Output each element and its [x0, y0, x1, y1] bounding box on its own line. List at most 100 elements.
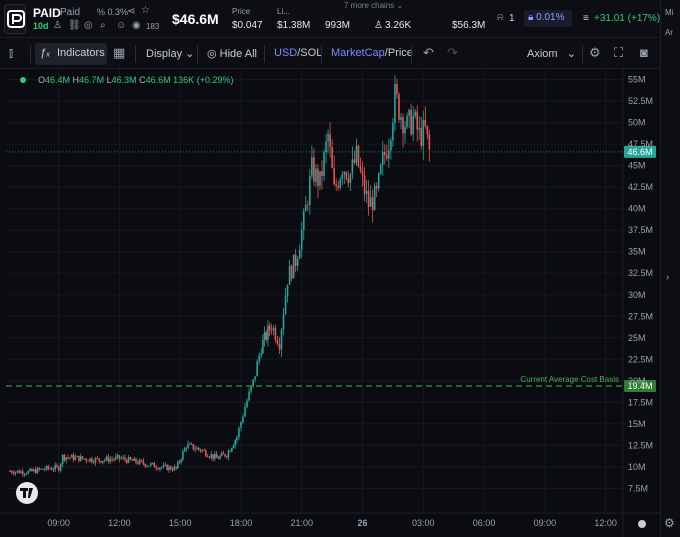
- candle-body: [222, 453, 225, 455]
- camera-icon[interactable]: ◙: [640, 45, 648, 60]
- open-label: O: [38, 75, 46, 85]
- candle-type-icon[interactable]: ⫾: [9, 45, 14, 60]
- candle-body: [29, 468, 31, 472]
- candle-body: [424, 120, 427, 127]
- candle-body: [262, 339, 264, 354]
- pnl-value: +31.01 (+17%): [594, 13, 661, 24]
- candle-body: [296, 258, 299, 266]
- candle-body: [246, 400, 248, 408]
- candle-body: [199, 449, 202, 452]
- axiom-dropdown[interactable]: Axiom ⌄: [527, 48, 576, 60]
- candle-body: [57, 466, 60, 471]
- marketcap-option[interactable]: MarketCap: [331, 47, 385, 59]
- candle-body: [146, 465, 148, 467]
- candle-body: [258, 355, 260, 362]
- x-tick-label: 18:00: [230, 518, 253, 528]
- share-icon[interactable]: ⋖: [127, 6, 136, 17]
- current-price-label: 46.6M: [627, 147, 652, 157]
- candle-body: [177, 461, 179, 469]
- candle-body: [345, 172, 348, 179]
- redo-icon[interactable]: ↷: [447, 45, 458, 60]
- eye-icon[interactable]: ◉: [132, 20, 141, 31]
- indicators-button[interactable]: [35, 43, 107, 65]
- candle-body: [89, 458, 91, 462]
- token-name: PAID: [33, 6, 61, 20]
- divider: [30, 45, 31, 63]
- candle-body: [294, 254, 297, 266]
- fee-pill[interactable]: 🔒︎ 0.01%: [524, 10, 572, 27]
- candle-body: [166, 464, 168, 471]
- candle-body: [83, 458, 86, 460]
- candle-body: [319, 171, 321, 187]
- globe-icon[interactable]: ◎: [84, 20, 93, 31]
- layout-grid-icon[interactable]: ▦: [113, 45, 126, 60]
- sol-option[interactable]: SOL: [300, 47, 323, 59]
- candle-body: [109, 459, 112, 462]
- divider: [264, 45, 265, 63]
- candle-body: [102, 460, 104, 463]
- more-chains-dropdown[interactable]: 7 more chains ⌄: [340, 0, 408, 11]
- search-icon[interactable]: ⌕: [100, 20, 106, 31]
- candle-body: [325, 141, 327, 153]
- candle-body: [268, 325, 271, 330]
- candle-body: [242, 416, 244, 423]
- candle-body: [34, 469, 37, 474]
- settings-gear-icon[interactable]: ⚙: [664, 516, 675, 530]
- candle-body: [12, 472, 15, 474]
- fullscreen-icon[interactable]: ⛶: [614, 45, 624, 60]
- display-label: Display: [146, 48, 183, 60]
- candle-body: [125, 459, 128, 463]
- candle-body: [105, 456, 108, 460]
- avg-cost-tag: [624, 379, 656, 392]
- y-tick-label: 40M: [628, 204, 646, 214]
- candle-body: [375, 185, 378, 189]
- candle-body: [406, 115, 408, 127]
- candle-body: [416, 111, 419, 130]
- y-tick-label: 15M: [628, 419, 646, 429]
- candle-body: [236, 437, 238, 441]
- undo-icon[interactable]: ↶: [423, 45, 434, 60]
- currency-toggle[interactable]: USD/SOL: [274, 47, 323, 59]
- candle-body: [353, 159, 356, 163]
- close-value: 46.6M: [145, 75, 171, 85]
- y-tick-label: 17.5M: [628, 397, 653, 407]
- candle-body: [27, 471, 30, 474]
- candle-body: [343, 172, 346, 175]
- candle-body: [357, 145, 360, 167]
- candle-body: [187, 443, 189, 449]
- candle-body: [157, 468, 159, 470]
- candle-body: [278, 343, 281, 350]
- hide-all-button[interactable]: ◎ Hide All: [207, 47, 257, 60]
- candle-body: [272, 327, 275, 331]
- candle-body: [182, 451, 184, 460]
- candle-body: [153, 462, 156, 468]
- candle-body: [45, 465, 48, 470]
- candle-body: [87, 460, 89, 462]
- collapse-chevron-icon[interactable]: ›: [666, 272, 670, 283]
- display-dropdown[interactable]: Display ⌄: [146, 48, 195, 60]
- candle-body: [217, 457, 220, 459]
- candle-body: [124, 457, 126, 460]
- indicators-label[interactable]: Indicators: [57, 47, 105, 59]
- usd-option[interactable]: USD: [274, 47, 298, 59]
- divider: [135, 45, 136, 63]
- user-icon[interactable]: ♙: [53, 20, 62, 31]
- link-icon[interactable]: ⛓: [68, 20, 81, 31]
- legend-status-dot: [20, 77, 26, 83]
- candle-body: [400, 117, 402, 121]
- star-icon[interactable]: ☆: [141, 5, 150, 16]
- people-icon[interactable]: ☺: [116, 20, 127, 31]
- price-option[interactable]: Price: [387, 47, 413, 59]
- watchlist-icon[interactable]: ⍾: [497, 12, 504, 23]
- candle-body: [116, 455, 119, 457]
- mcap-price-toggle[interactable]: MarketCap/Price: [331, 47, 413, 59]
- settings-gear-icon[interactable]: ⚙: [589, 45, 601, 60]
- candlestick-chart[interactable]: 46.6M Current Average Cost Basis 19.4M 55M…: [0, 0, 660, 537]
- candle-body: [40, 468, 42, 470]
- candle-body: [85, 458, 88, 461]
- candle-body: [329, 133, 331, 148]
- token-logo[interactable]: [4, 4, 26, 34]
- candle-body: [321, 171, 323, 177]
- candle-body: [298, 249, 301, 259]
- candle-body: [234, 440, 237, 446]
